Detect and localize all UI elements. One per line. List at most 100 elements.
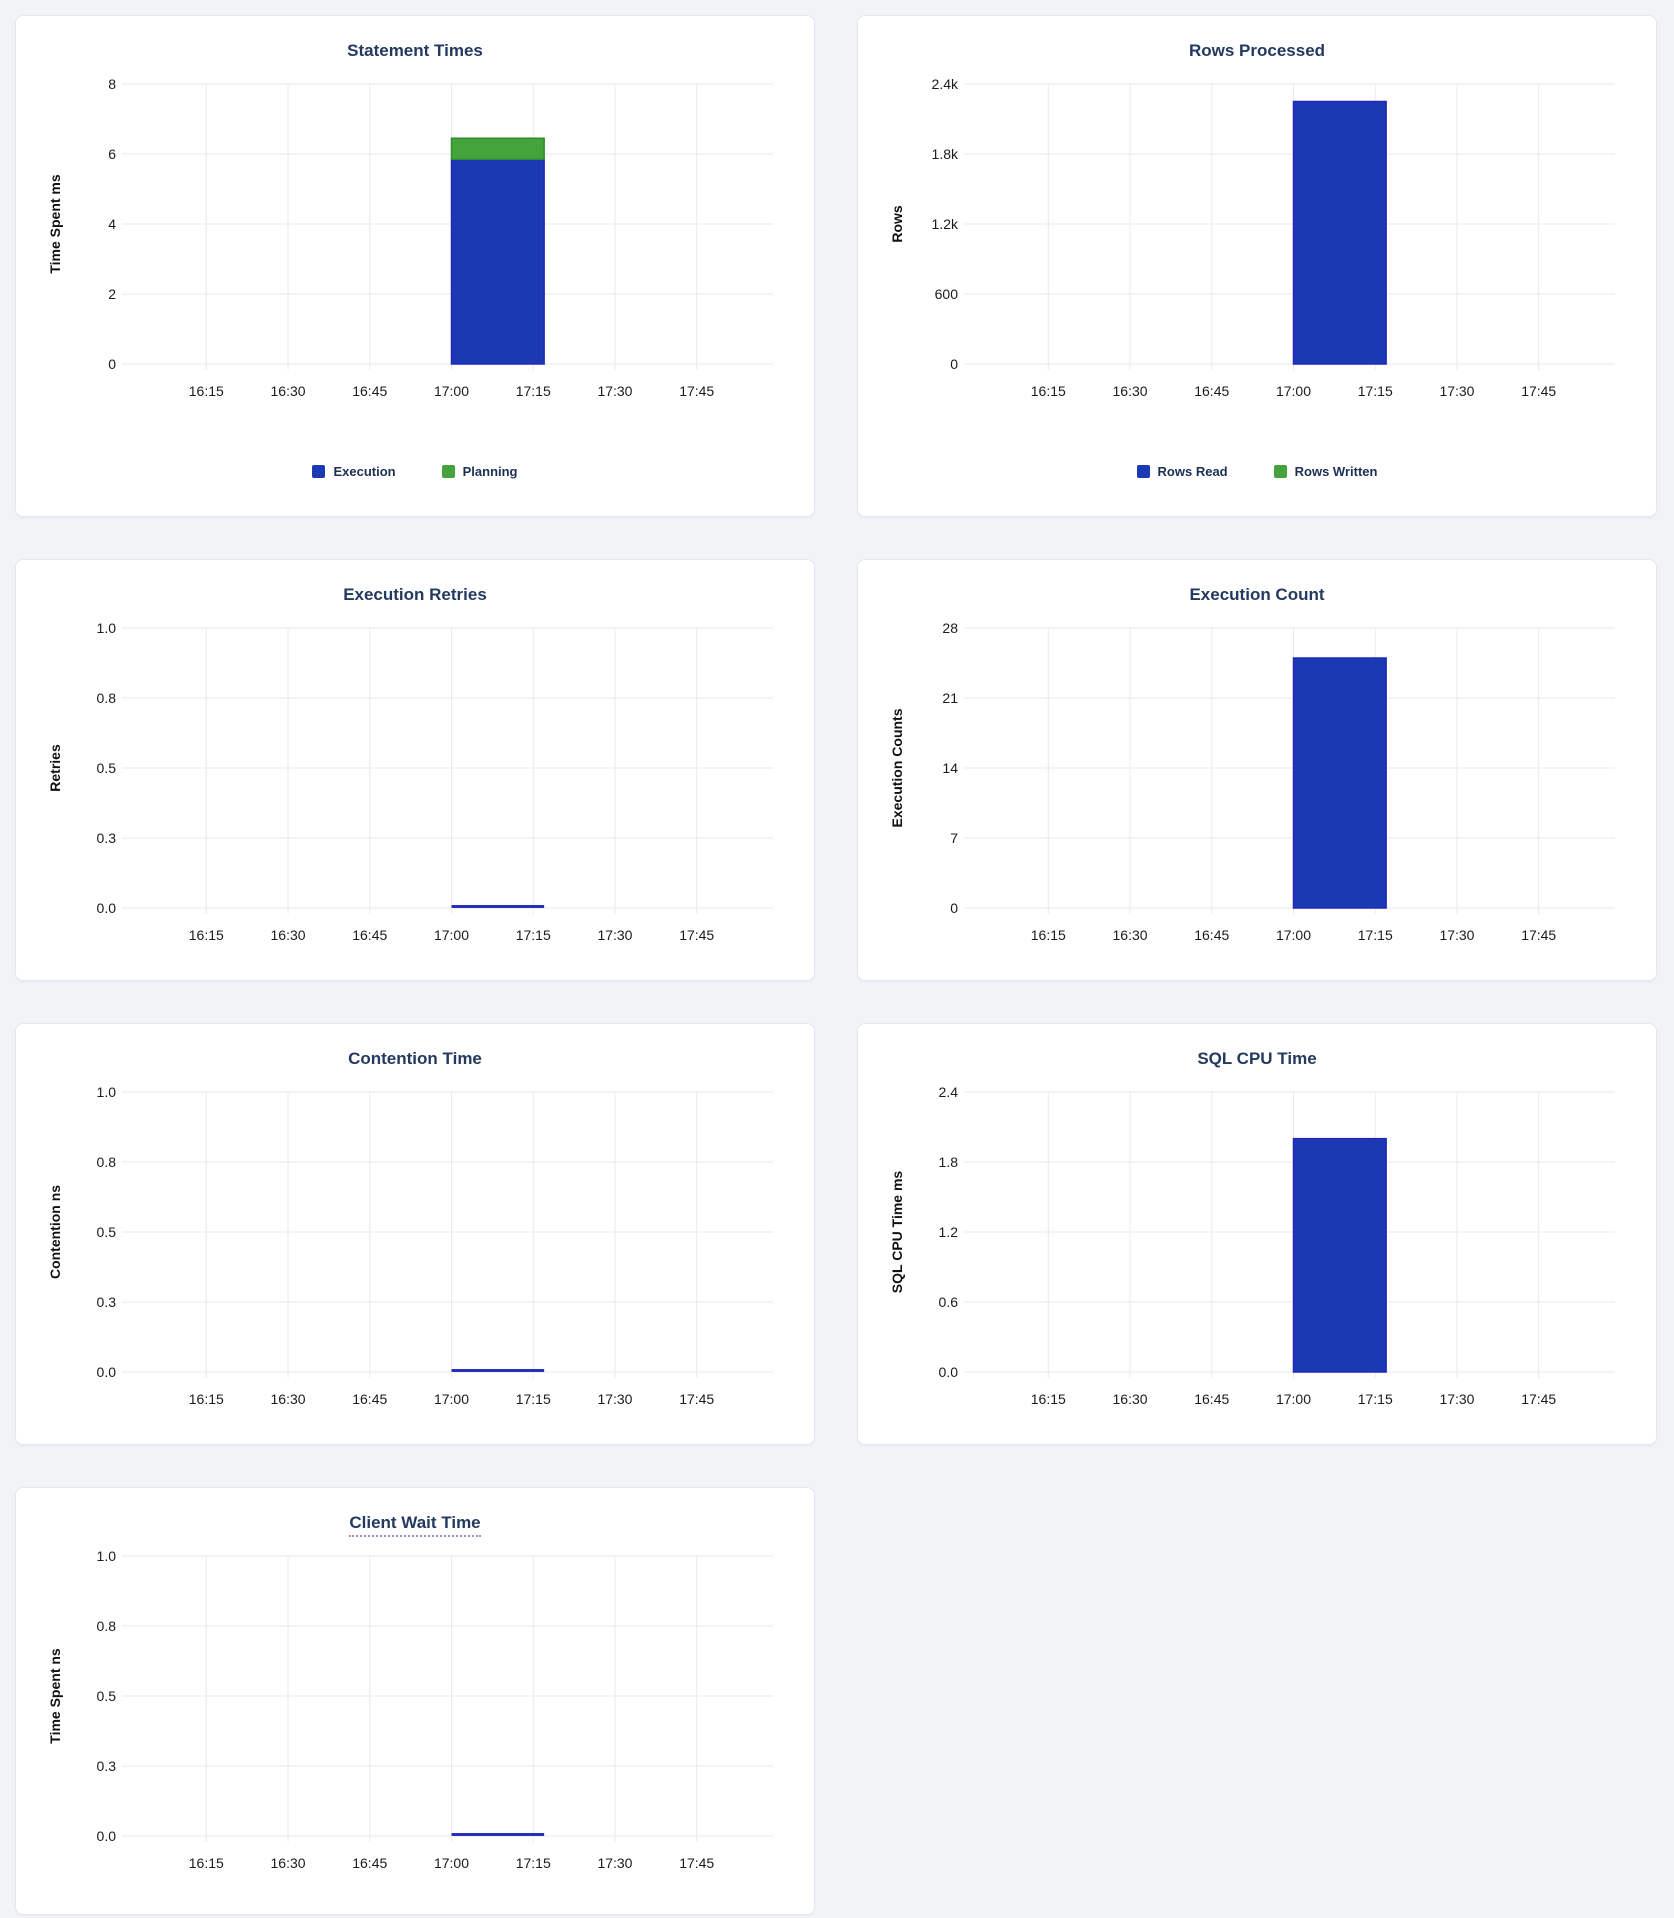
contention-time-plot[interactable]: 0.0 0.3 0.5 0.8 1.0 16:15 16:30 16:45 17:00 17:15… [16, 1074, 815, 1424]
svg-text:17:00: 17:00 [1276, 927, 1311, 943]
svg-text:1.0: 1.0 [97, 1084, 117, 1100]
chart-title-text-tooltip[interactable]: Client Wait Time [349, 1513, 481, 1537]
legend-label: Execution [333, 464, 396, 479]
svg-text:16:30: 16:30 [271, 927, 306, 943]
svg-text:16:30: 16:30 [271, 1855, 306, 1871]
chart-card-statement-times: Statement Times 0 2 4 6 8 16:15 16:30 16:45 17:0… [15, 15, 815, 517]
legend-item-rows-written: Rows Written [1273, 464, 1378, 479]
svg-text:Time Spent ns: Time Spent ns [47, 1648, 63, 1744]
svg-text:0.5: 0.5 [97, 1224, 117, 1240]
svg-text:16:30: 16:30 [271, 383, 306, 399]
execution-retries-plot[interactable]: 0.0 0.3 0.5 0.8 1.0 16:15 16:30 16:45 17:00 17:15… [16, 610, 815, 960]
svg-text:16:15: 16:15 [189, 1391, 224, 1407]
svg-text:16:45: 16:45 [352, 1855, 387, 1871]
chart-title: Rows Processed [858, 40, 1656, 62]
svg-text:17:30: 17:30 [597, 1391, 632, 1407]
svg-text:0.3: 0.3 [97, 1294, 117, 1310]
svg-text:28: 28 [942, 620, 958, 636]
execution-count-plot[interactable]: 0 7 14 21 28 16:15 16:30 16:45 17:00 17:15 17:30 17… [858, 610, 1657, 960]
svg-text:17:30: 17:30 [1439, 383, 1474, 399]
chart-title-text: Execution Retries [343, 585, 487, 604]
svg-text:17:45: 17:45 [679, 927, 714, 943]
svg-text:0.8: 0.8 [97, 1154, 117, 1170]
svg-text:16:45: 16:45 [352, 383, 387, 399]
svg-text:0.0: 0.0 [939, 1364, 959, 1380]
svg-text:0.5: 0.5 [97, 1688, 117, 1704]
chart-card-contention-time: Contention Time 0.0 0.3 0.5 0.8 1.0 16:15 16:3… [15, 1023, 815, 1445]
svg-text:Contention ns: Contention ns [47, 1185, 63, 1279]
chart-card-sql-cpu-time: SQL CPU Time 0.0 0.6 1.2 1.8 2.4 16:15 16:30 16… [857, 1023, 1657, 1445]
legend-swatch-rows-read [1136, 465, 1150, 478]
svg-text:Execution Counts: Execution Counts [889, 708, 905, 827]
svg-text:16:15: 16:15 [189, 383, 224, 399]
svg-text:17:15: 17:15 [516, 1855, 551, 1871]
svg-text:17:15: 17:15 [516, 383, 551, 399]
svg-text:0.0: 0.0 [97, 1364, 117, 1380]
chart-card-client-wait-time: Client Wait Time 0.0 0.3 0.5 0.8 1.0 16:15 16:… [15, 1487, 815, 1915]
svg-text:16:45: 16:45 [352, 927, 387, 943]
svg-text:17:45: 17:45 [679, 383, 714, 399]
svg-text:17:30: 17:30 [1439, 927, 1474, 943]
sql-cpu-time-plot[interactable]: 0.0 0.6 1.2 1.8 2.4 16:15 16:30 16:45 17:00 17:15… [858, 1074, 1657, 1424]
legend-item-execution: Execution [312, 464, 396, 479]
legend-label: Planning [462, 464, 518, 479]
chart-legend: Rows Read Rows Written [858, 464, 1656, 479]
client-wait-time-plot[interactable]: 0.0 0.3 0.5 0.8 1.0 16:15 16:30 16:45 17:00 17:15… [16, 1538, 815, 1888]
svg-text:4: 4 [108, 216, 116, 232]
svg-text:17:15: 17:15 [516, 927, 551, 943]
svg-text:16:15: 16:15 [1031, 1391, 1066, 1407]
chart-title-text: Execution Count [1189, 585, 1325, 604]
chart-title: Execution Retries [16, 584, 814, 606]
svg-text:0.6: 0.6 [939, 1294, 959, 1310]
svg-text:17:30: 17:30 [597, 383, 632, 399]
svg-text:16:15: 16:15 [1031, 383, 1066, 399]
svg-text:17:45: 17:45 [679, 1855, 714, 1871]
svg-text:17:00: 17:00 [434, 927, 469, 943]
chart-title: Client Wait Time [16, 1512, 814, 1537]
svg-text:0.5: 0.5 [97, 760, 117, 776]
legend-item-rows-read: Rows Read [1136, 464, 1228, 479]
svg-text:0.0: 0.0 [97, 1828, 117, 1844]
svg-text:0: 0 [950, 900, 958, 916]
svg-text:0: 0 [950, 356, 958, 372]
chart-title-text: Statement Times [347, 41, 483, 60]
svg-text:16:30: 16:30 [1113, 1391, 1148, 1407]
rows-processed-plot[interactable]: 0 600 1.2k 1.8k 2.4k 16:15 16:30 16:45 17:00 17:1… [858, 66, 1657, 416]
svg-text:Time Spent ms: Time Spent ms [47, 174, 63, 274]
svg-text:2: 2 [108, 286, 116, 302]
chart-title-text: Rows Processed [1188, 41, 1326, 60]
svg-text:7: 7 [950, 830, 958, 846]
chart-title: SQL CPU Time [858, 1048, 1656, 1070]
svg-text:17:00: 17:00 [434, 1855, 469, 1871]
chart-card-rows-processed: Rows Processed 0 600 1.2k 1.8k 2.4k 16:15 16:3… [857, 15, 1657, 517]
svg-text:16:30: 16:30 [1113, 927, 1148, 943]
svg-text:1.8: 1.8 [939, 1154, 959, 1170]
svg-text:16:45: 16:45 [1194, 1391, 1229, 1407]
chart-card-execution-count: Execution Count 0 7 14 21 28 16:15 16:30 16:45 1… [857, 559, 1657, 981]
svg-text:1.0: 1.0 [97, 620, 117, 636]
svg-text:17:15: 17:15 [516, 1391, 551, 1407]
svg-text:17:30: 17:30 [1439, 1391, 1474, 1407]
svg-text:0.3: 0.3 [97, 830, 117, 846]
svg-text:16:30: 16:30 [271, 1391, 306, 1407]
svg-text:600: 600 [935, 286, 959, 302]
svg-text:1.0: 1.0 [97, 1548, 117, 1564]
svg-text:17:45: 17:45 [1521, 927, 1556, 943]
svg-text:16:45: 16:45 [352, 1391, 387, 1407]
chart-legend: Execution Planning [16, 464, 814, 479]
svg-text:0: 0 [108, 356, 116, 372]
svg-text:Retries: Retries [47, 744, 63, 792]
chart-title: Statement Times [16, 40, 814, 62]
svg-text:0.3: 0.3 [97, 1758, 117, 1774]
svg-text:16:15: 16:15 [189, 1855, 224, 1871]
statement-times-plot[interactable]: 0 2 4 6 8 16:15 16:30 16:45 17:00 17:15 17:30 17:45… [16, 66, 815, 416]
svg-text:17:00: 17:00 [1276, 1391, 1311, 1407]
svg-text:16:45: 16:45 [1194, 927, 1229, 943]
svg-text:17:30: 17:30 [597, 927, 632, 943]
svg-text:16:45: 16:45 [1194, 383, 1229, 399]
legend-item-planning: Planning [441, 464, 518, 479]
svg-text:1.2: 1.2 [939, 1224, 959, 1240]
legend-label: Rows Written [1294, 464, 1378, 479]
legend-label: Rows Read [1157, 464, 1228, 479]
